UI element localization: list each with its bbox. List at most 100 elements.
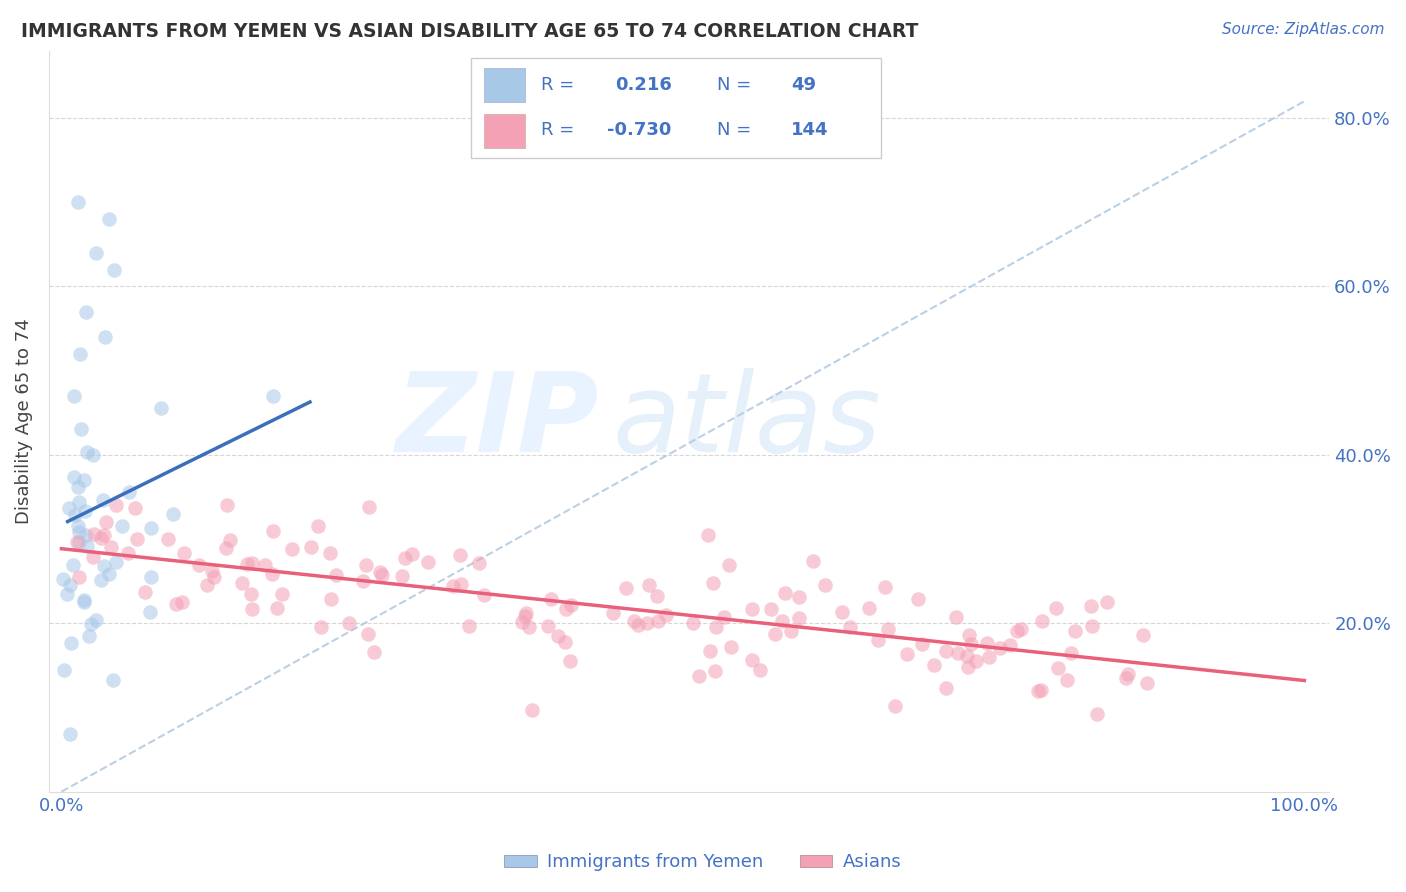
Point	[139, 605, 162, 619]
Point	[763, 626, 786, 640]
Point	[741, 602, 763, 616]
Point	[281, 541, 304, 556]
Point	[125, 532, 148, 546]
Point	[831, 605, 853, 619]
Point	[262, 566, 284, 581]
Point	[59, 727, 82, 741]
Point	[720, 640, 742, 654]
Point	[924, 658, 946, 673]
Point	[240, 602, 263, 616]
Point	[58, 500, 80, 515]
Point	[219, 533, 242, 548]
Point	[1060, 646, 1083, 660]
Point	[173, 546, 195, 560]
Point	[1026, 683, 1049, 698]
Point	[195, 577, 218, 591]
Point	[319, 546, 342, 560]
Point	[73, 595, 96, 609]
Point	[215, 541, 238, 556]
Point	[90, 531, 112, 545]
Point	[1064, 624, 1087, 639]
Point	[998, 639, 1021, 653]
Point	[91, 492, 114, 507]
Point	[682, 615, 704, 630]
Point	[352, 574, 374, 588]
Point	[441, 579, 464, 593]
Point	[401, 547, 423, 561]
Point	[450, 577, 472, 591]
Point	[960, 637, 983, 651]
Point	[704, 664, 727, 678]
Point	[1031, 614, 1053, 628]
Point	[965, 654, 987, 668]
Point	[66, 519, 89, 533]
Point	[83, 527, 105, 541]
Point	[759, 602, 782, 616]
Point	[814, 578, 837, 592]
Point	[537, 619, 560, 633]
Point	[66, 195, 89, 210]
Point	[236, 557, 259, 571]
Point	[134, 584, 156, 599]
Point	[787, 591, 810, 605]
Point	[1132, 628, 1154, 642]
Point	[748, 663, 770, 677]
Point	[1085, 707, 1108, 722]
Point	[76, 539, 98, 553]
Point	[520, 703, 543, 717]
Point	[713, 610, 735, 624]
Point	[988, 640, 1011, 655]
Text: Source: ZipAtlas.com: Source: ZipAtlas.com	[1222, 22, 1385, 37]
Point	[100, 540, 122, 554]
Point	[945, 610, 967, 624]
Point	[80, 617, 103, 632]
Point	[150, 401, 173, 415]
Point	[1136, 675, 1159, 690]
Point	[325, 567, 347, 582]
Point	[896, 647, 918, 661]
Point	[515, 606, 537, 620]
Text: atlas: atlas	[612, 368, 882, 475]
Point	[63, 470, 86, 484]
Point	[117, 546, 139, 560]
Point	[62, 558, 84, 572]
Point	[741, 653, 763, 667]
Point	[60, 636, 83, 650]
Point	[935, 644, 957, 658]
Point	[636, 616, 658, 631]
Point	[875, 581, 897, 595]
Point	[547, 629, 569, 643]
Point	[67, 524, 90, 539]
Point	[65, 508, 87, 523]
Point	[354, 558, 377, 572]
Point	[449, 548, 471, 562]
Point	[1081, 619, 1104, 633]
Point	[124, 501, 146, 516]
Point	[696, 528, 718, 542]
Point	[156, 532, 179, 546]
Point	[957, 660, 980, 674]
Point	[307, 519, 329, 533]
Point	[77, 629, 100, 643]
Point	[956, 649, 979, 664]
Point	[359, 500, 381, 514]
Point	[699, 644, 721, 658]
Point	[472, 588, 495, 602]
Point	[67, 570, 90, 584]
Point	[201, 564, 224, 578]
Point	[63, 389, 86, 403]
Point	[801, 554, 824, 568]
Point	[688, 669, 710, 683]
Point	[59, 577, 82, 591]
Point	[977, 650, 1000, 665]
Point	[240, 556, 263, 570]
Point	[560, 654, 582, 668]
Point	[94, 330, 117, 344]
Point	[105, 499, 128, 513]
Point	[770, 614, 793, 628]
Point	[773, 586, 796, 600]
Point	[67, 495, 90, 509]
Point	[638, 578, 661, 592]
Point	[217, 499, 239, 513]
Point	[65, 535, 87, 549]
